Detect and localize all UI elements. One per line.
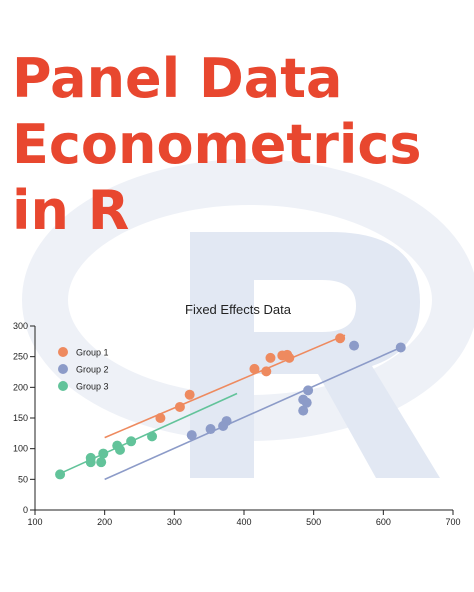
data-point-group-1	[249, 363, 260, 374]
trend-lines	[60, 334, 402, 481]
data-point-group-3	[96, 457, 107, 468]
y-tick-label: 250	[13, 352, 28, 362]
data-point-group-3	[114, 444, 125, 455]
x-tick-label: 100	[27, 517, 42, 527]
data-point-group-2	[298, 405, 309, 416]
chart-axes: 100 200 300 400 500 600 700 0 50 100 150 200 250 300	[13, 321, 461, 527]
data-point-group-3	[55, 469, 66, 480]
data-point-group-2	[395, 342, 406, 353]
title-line-1: Panel Data	[12, 47, 343, 110]
data-point-group-2	[186, 430, 197, 441]
legend-marker-group-3	[58, 381, 68, 391]
data-point-group-1	[261, 366, 272, 377]
book-title: Panel Data Econometrics in R	[12, 46, 422, 244]
legend-label-group-1: Group 1	[76, 348, 109, 358]
data-point-group-1	[174, 401, 185, 412]
data-point-group-2	[221, 416, 232, 427]
scatter-chart: Fixed Effects Data 100 200 300 400 500 600 700…	[13, 302, 461, 527]
trend-line-group-1	[104, 334, 346, 439]
y-tick-label: 100	[13, 444, 28, 454]
data-point-group-2	[205, 424, 216, 435]
data-points	[55, 333, 406, 480]
y-tick-label: 150	[13, 413, 28, 423]
chart-legend: Group 1 Group 2 Group 3	[58, 347, 109, 392]
legend-label-group-3: Group 3	[76, 382, 109, 392]
x-tick-label: 400	[236, 517, 251, 527]
trend-line-group-2	[104, 346, 402, 481]
data-point-group-3	[147, 431, 158, 442]
data-point-group-1	[284, 352, 295, 363]
data-point-group-2	[303, 385, 314, 396]
y-tick-label: 200	[13, 382, 28, 392]
y-tick-label: 0	[23, 505, 28, 515]
y-tick-label: 50	[18, 474, 28, 484]
data-point-group-1	[335, 333, 346, 344]
chart-title: Fixed Effects Data	[185, 302, 292, 317]
x-tick-label: 300	[167, 517, 182, 527]
data-point-group-1	[155, 413, 166, 423]
title-line-2: Econometrics	[12, 113, 422, 176]
legend-label-group-2: Group 2	[76, 365, 109, 375]
y-tick-label: 300	[13, 321, 28, 331]
data-point-group-2	[301, 397, 312, 408]
data-point-group-1	[184, 389, 195, 400]
x-tick-label: 700	[445, 517, 460, 527]
data-point-group-1	[265, 352, 276, 363]
data-point-group-3	[85, 452, 96, 463]
title-line-3: in R	[12, 179, 130, 242]
legend-marker-group-1	[58, 347, 68, 357]
x-tick-label: 200	[97, 517, 112, 527]
data-point-group-3	[98, 448, 109, 459]
legend-marker-group-2	[58, 364, 68, 374]
data-point-group-2	[349, 340, 360, 351]
data-point-group-3	[126, 436, 137, 447]
x-tick-label: 500	[306, 517, 321, 527]
x-tick-label: 600	[376, 517, 391, 527]
